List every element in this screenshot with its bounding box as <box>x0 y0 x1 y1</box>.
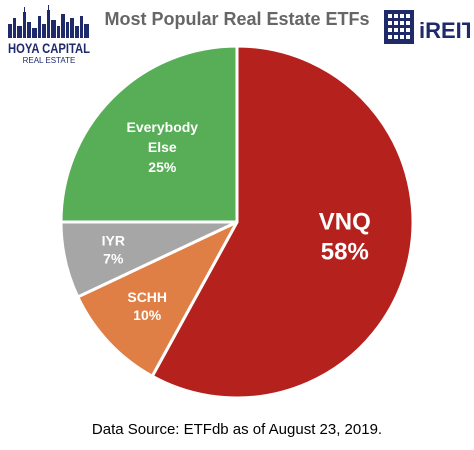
slice-label-schh: SCHH 10% <box>127 289 167 323</box>
hoya-capital-logo: HOYA CAPITAL REAL ESTATE <box>6 4 92 66</box>
slice-name-label: Everybody <box>127 119 199 135</box>
ireit-wordmark: iREIT <box>419 18 470 43</box>
slice-value-label: 10% <box>133 307 162 323</box>
ireit-logo: iREIT <box>378 6 474 50</box>
skyline-icon: HOYA CAPITAL REAL ESTATE <box>8 5 90 65</box>
slice-label-iyr: IYR 7% <box>102 233 125 267</box>
slice-value-label: 7% <box>103 251 124 267</box>
logo-line1: HOYA CAPITAL <box>8 40 90 56</box>
slice-label-everybody-else: Everybody Else 25% <box>127 119 199 175</box>
logo-line2: REAL ESTATE <box>23 56 76 65</box>
data-source-note: Data Source: ETFdb as of August 23, 2019… <box>91 421 383 438</box>
pie-slice-schh <box>76 220 239 378</box>
slice-name-label: VNQ <box>319 209 371 236</box>
slice-name-label: Else <box>148 139 177 155</box>
slice-name-label: SCHH <box>127 289 167 305</box>
building-icon: iREIT <box>384 10 474 44</box>
slice-value-label: 58% <box>321 239 369 266</box>
slice-label-vnq: VNQ 58% <box>319 209 371 266</box>
chart-title: Most Popular Real Estate ETFs <box>104 9 370 29</box>
slice-value-label: 25% <box>148 159 177 175</box>
pie-slice-vnq <box>150 44 415 400</box>
slice-name-label: IYR <box>102 233 125 249</box>
pie-slice-everybody-else <box>59 44 239 224</box>
